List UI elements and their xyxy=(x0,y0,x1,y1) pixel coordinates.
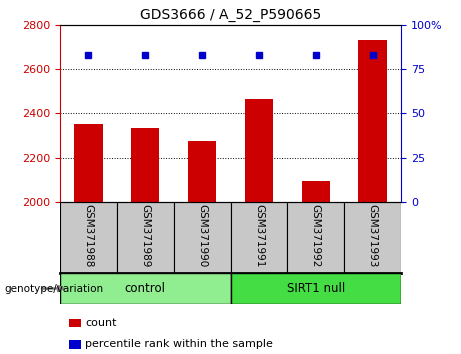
Bar xyxy=(344,202,401,273)
Bar xyxy=(230,202,287,273)
Bar xyxy=(117,202,174,273)
Bar xyxy=(287,202,344,273)
Text: control: control xyxy=(125,282,165,295)
Bar xyxy=(74,124,102,202)
Bar xyxy=(60,273,230,304)
Text: percentile rank within the sample: percentile rank within the sample xyxy=(85,339,273,349)
Bar xyxy=(358,40,387,202)
Text: GSM371990: GSM371990 xyxy=(197,204,207,267)
Bar xyxy=(245,99,273,202)
Text: GSM371993: GSM371993 xyxy=(367,204,378,268)
Text: genotype/variation: genotype/variation xyxy=(5,284,104,293)
Bar xyxy=(131,128,160,202)
Bar xyxy=(188,141,216,202)
Title: GDS3666 / A_52_P590665: GDS3666 / A_52_P590665 xyxy=(140,8,321,22)
Text: GSM371991: GSM371991 xyxy=(254,204,264,268)
Text: GSM371989: GSM371989 xyxy=(140,204,150,268)
Text: GSM371988: GSM371988 xyxy=(83,204,94,268)
Bar xyxy=(230,273,401,304)
Bar xyxy=(301,181,330,202)
Text: SIRT1 null: SIRT1 null xyxy=(287,282,345,295)
Bar xyxy=(174,202,230,273)
Bar xyxy=(60,202,117,273)
Text: count: count xyxy=(85,318,117,328)
Text: GSM371992: GSM371992 xyxy=(311,204,321,268)
